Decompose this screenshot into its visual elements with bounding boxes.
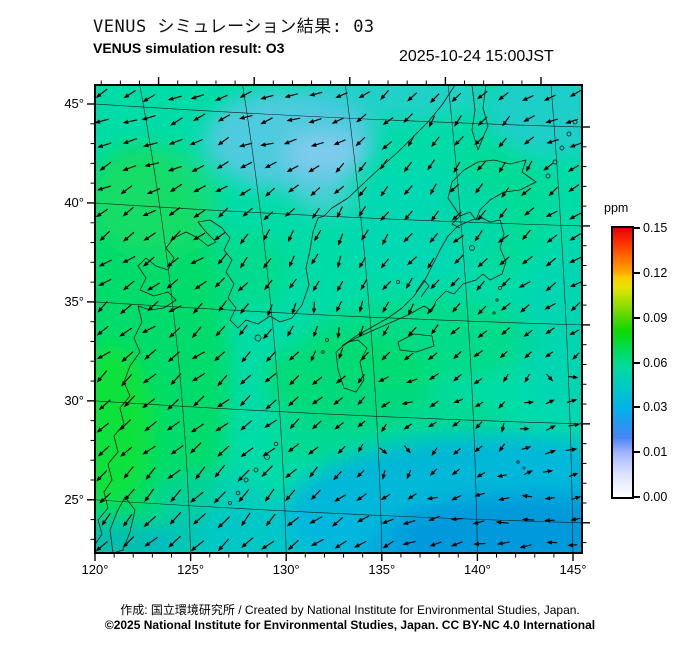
colorbar-tick [634, 316, 640, 319]
colorbar-tick [634, 361, 640, 364]
wind-vectors-layer [96, 88, 581, 552]
lat-tick-label: 30° [64, 392, 84, 408]
colorbar-tick-value: 0.00 [643, 490, 668, 504]
credit-text: 作成: 国立環境研究所 / Created by National Instit… [120, 603, 580, 617]
colorbar-tick [634, 451, 640, 454]
colorbar-tick-value: 0.03 [643, 400, 668, 415]
colorbar-tick-value: 0.01 [643, 445, 668, 460]
lat-tick-label: 45° [64, 96, 84, 111]
timestamp: 2025-10-24 15:00JST [399, 48, 554, 65]
lat-tick-label: 25° [64, 491, 84, 507]
colorbar-tick-value: 0.12 [643, 265, 668, 280]
colorbar-tick [634, 406, 640, 409]
license-text: ©2025 National Institute for Environment… [104, 618, 596, 632]
colorbar-tick-value: 0.06 [643, 355, 668, 370]
title-japanese: VENUS シミュレーション結果: 03 [93, 17, 375, 37]
title-english: VENUS simulation result: O3 [93, 40, 285, 56]
colorbar-tick [634, 271, 640, 274]
lon-tick-label: 130° [272, 562, 300, 577]
colorbar-tick [634, 227, 640, 229]
ozone-field-layer [96, 86, 581, 552]
colorbar-tick-value: 0.15 [643, 221, 668, 235]
lon-tick-label: 120° [81, 562, 109, 577]
map-frame [87, 77, 590, 561]
coastline-layer [96, 86, 578, 552]
lat-tick-label: 40° [64, 194, 84, 210]
lon-tick-label: 145° [559, 562, 587, 577]
colorbar-gradient [611, 226, 634, 499]
lon-tick-label: 135° [368, 562, 396, 577]
lon-tick-label: 140° [463, 562, 491, 577]
map-plot [87, 77, 590, 561]
lat-tick-label: 35° [64, 293, 84, 309]
colorbar-unit-label: ppm [604, 201, 629, 215]
graticule-layer [96, 86, 581, 552]
colorbar-tick [634, 496, 640, 498]
lon-tick-label: 125° [177, 562, 205, 577]
colorbar-tick-value: 0.09 [643, 310, 668, 325]
